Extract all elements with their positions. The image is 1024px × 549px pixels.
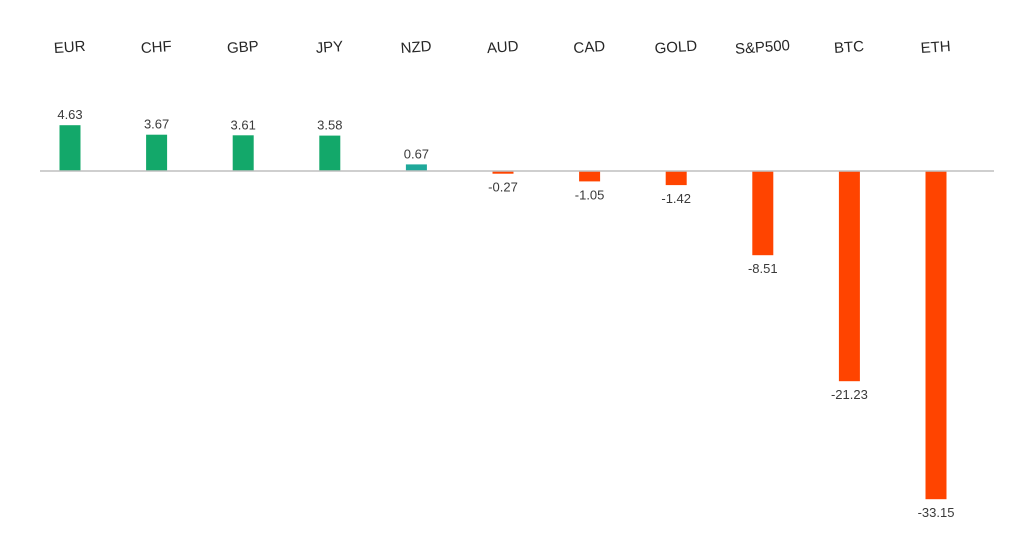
- value-label-btc: -21.23: [831, 387, 868, 402]
- bar-gbp: [232, 135, 254, 171]
- value-label-nzd: 0.67: [404, 146, 429, 161]
- bar-aud: [492, 171, 514, 174]
- bar-btc: [838, 171, 860, 382]
- value-labels-group: 4.63 3.67 3.61 3.58 0.67 -0.27 -1.05 -1.42 -8.51…: [57, 107, 954, 520]
- bar-gold: [665, 171, 687, 186]
- value-label-eur: 4.63: [57, 107, 82, 122]
- category-label-nzd: NZD: [400, 38, 432, 57]
- category-label-btc: BTC: [834, 38, 865, 57]
- category-labels-group: EUR CHF GBP JPY NZD AUD CAD GOLD S&P500 BTC ETH: [53, 37, 951, 58]
- bar-jpy: [319, 135, 341, 171]
- bar-cad: [579, 171, 601, 182]
- category-label-gold: GOLD: [654, 38, 698, 58]
- value-label-aud: -0.27: [488, 180, 518, 195]
- category-label-eur: EUR: [53, 38, 86, 57]
- category-label-eth: ETH: [920, 38, 951, 57]
- bar-nzd: [405, 164, 427, 171]
- category-label-cad: CAD: [573, 38, 606, 57]
- value-label-eth: -33.15: [918, 505, 955, 520]
- bar-eth: [925, 171, 947, 500]
- value-label-cad: -1.05: [575, 187, 605, 202]
- category-label-gbp: GBP: [226, 38, 259, 57]
- bar-sp500: [752, 171, 774, 256]
- category-label-chf: CHF: [140, 38, 172, 57]
- category-label-aud: AUD: [486, 38, 519, 57]
- value-label-gold: -1.42: [661, 191, 691, 206]
- value-label-gbp: 3.61: [231, 117, 256, 132]
- bar-chf: [146, 134, 168, 171]
- value-label-jpy: 3.58: [317, 118, 342, 133]
- value-label-chf: 3.67: [144, 117, 169, 132]
- bars-group: [59, 125, 947, 500]
- bar-eur: [59, 125, 81, 171]
- value-label-sp500: -8.51: [748, 261, 778, 276]
- category-label-jpy: JPY: [315, 38, 344, 57]
- category-label-sp500: S&P500: [734, 37, 790, 58]
